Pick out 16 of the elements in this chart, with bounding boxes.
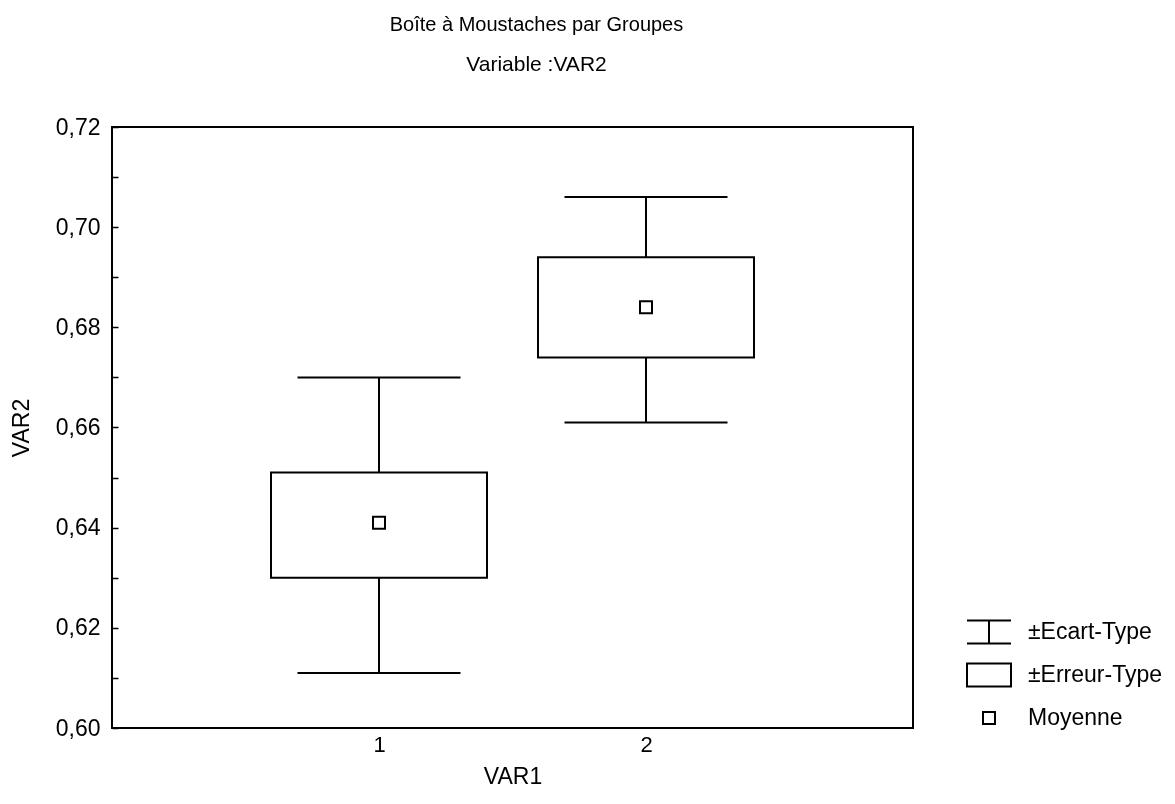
y-tick-label: 0,64	[55, 514, 101, 541]
text: Moyenne	[1028, 704, 1123, 730]
y-tick-label: 0,68	[55, 313, 101, 340]
x-axis-title: VAR1	[483, 762, 543, 789]
chart-title: Boîte à Moustaches par Groupes	[389, 13, 684, 35]
text: ±Erreur-Type	[1028, 661, 1163, 687]
x-tick-label: 2	[640, 731, 653, 757]
y-axis-title: VAR2	[7, 398, 34, 458]
y-tick-label: 0,70	[55, 213, 101, 240]
y-tick-label: 0,66	[55, 414, 101, 440]
chart-subtitle: Variable :VAR2	[466, 52, 607, 75]
y-tick-label: 0,72	[55, 113, 101, 140]
text: ±Ecart-Type	[1028, 618, 1152, 644]
x-tick-label: 1	[373, 731, 386, 757]
y-tick-label: 0,60	[55, 714, 101, 741]
y-tick-label: 0,62	[55, 614, 101, 641]
